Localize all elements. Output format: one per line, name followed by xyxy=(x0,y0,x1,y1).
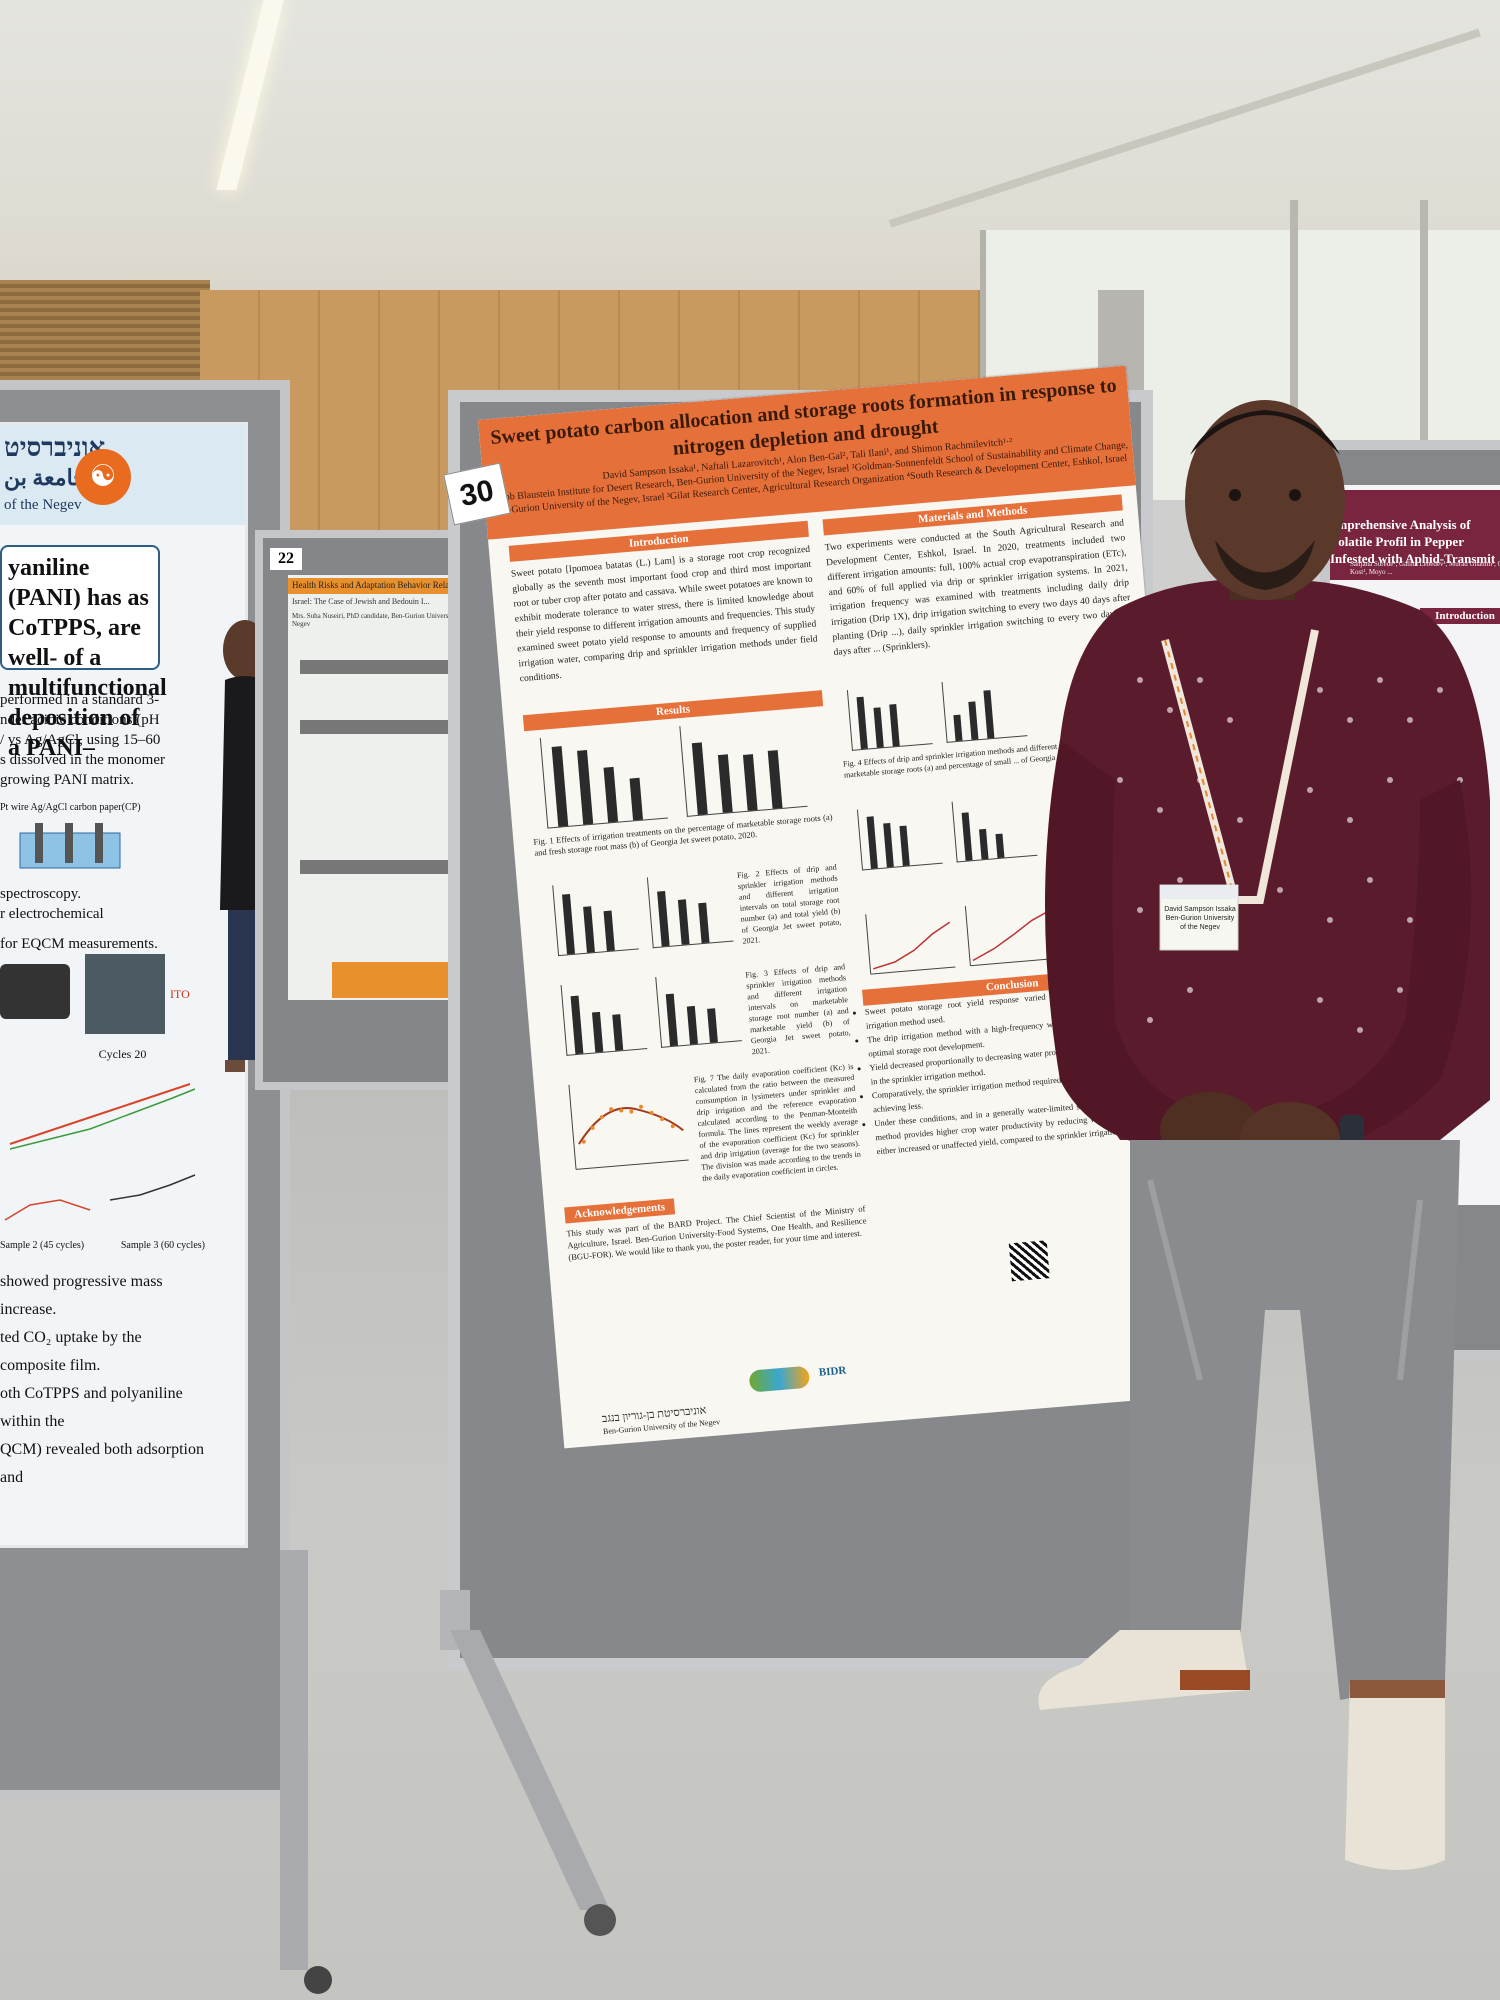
fig3-caption: Fig. 3 Effects of drip and sprinkler irr… xyxy=(745,962,851,1057)
left-conclusion-line: oth CoTPPS and polyaniline within the xyxy=(0,1385,183,1430)
fig4a-bar xyxy=(856,696,868,750)
intro-text: Sweet potato [Ipomoea batatas (L.) Lam] … xyxy=(510,544,818,685)
left-conclusion-line: QCM) revealed both adsorption and xyxy=(0,1441,204,1486)
right-poster-intro: Introduction xyxy=(1420,608,1500,624)
fig2a-bar xyxy=(583,906,595,953)
left-line: performed in a standard 3- xyxy=(0,692,160,708)
window-pillar xyxy=(1420,200,1428,480)
fig4b-bar xyxy=(983,690,995,739)
fig1b-bar xyxy=(717,754,733,813)
window-pillar xyxy=(1290,200,1298,480)
watch-icon xyxy=(1340,1115,1364,1145)
poster-number-22: 22 xyxy=(270,548,302,570)
fig5b-bar xyxy=(979,828,989,860)
left-line: for EQCM measurements. xyxy=(0,936,158,952)
fig4b-bar xyxy=(968,701,979,740)
poster-22-section xyxy=(300,720,450,734)
fig3b-bar xyxy=(686,1005,698,1045)
poster-22-section xyxy=(300,660,450,674)
badge-name: David Sampson Issaka xyxy=(1164,906,1236,913)
fig2b-bar xyxy=(698,902,710,944)
fig3b-chart xyxy=(655,970,742,1048)
left-line: r electrochemical xyxy=(0,906,104,922)
fig4a-bar xyxy=(889,703,900,747)
bidr-logo: BIDR xyxy=(818,1364,847,1379)
fig3a-bar xyxy=(612,1014,624,1051)
poster-22-title: Health Risks and Adaptation Behavior Rel… xyxy=(292,580,501,590)
left-poster-negev: of the Negev xyxy=(4,497,82,513)
main-poster: Sweet potato carbon allocation and stora… xyxy=(478,365,1213,1449)
fig1a-bar xyxy=(577,750,594,825)
left-poster-abstract-box: yaniline (PANI) has as CoTPPS, are well-… xyxy=(0,545,167,761)
fig1a-chart xyxy=(539,727,669,829)
fig6-line-charts xyxy=(865,905,1061,975)
fig1b-bar xyxy=(767,750,783,809)
fig2a-chart xyxy=(552,878,639,957)
fig7-scatter xyxy=(568,1084,689,1170)
fig7-caption: Fig. 7 The daily evaporation coefficient… xyxy=(693,1061,862,1183)
cycles-label: Cycles 20 xyxy=(98,1047,147,1061)
eqcm-plots xyxy=(4,1174,196,1221)
fig4b-chart xyxy=(941,675,1028,743)
fig1b-bar xyxy=(742,754,758,811)
fig2b-bar xyxy=(677,899,690,945)
fig4a-bar xyxy=(873,707,884,748)
sample-photo-1 xyxy=(0,964,70,1019)
badge-org: Ben-Gurion University of the Negev xyxy=(1165,915,1235,931)
fig2a-bar xyxy=(562,893,576,955)
fig5a-chart xyxy=(856,802,943,871)
poster-22-author: Mrs. Suha Nuseiri, PhD candidate, Ben-Gu… xyxy=(292,612,474,628)
left-poster-arabic: جامعة بن xyxy=(4,465,87,490)
fig2b-bar xyxy=(657,890,670,947)
right-poster-header xyxy=(1330,490,1500,580)
right-poster-title: omprehensive Analysis of Volatile Profil… xyxy=(1330,517,1496,566)
fig2b-chart xyxy=(646,870,734,949)
main-board-legs xyxy=(440,1590,616,1936)
fig3b-bar xyxy=(665,993,679,1047)
fig1b-bar xyxy=(691,742,708,815)
fig1a-bar xyxy=(603,766,619,823)
poster-22-section xyxy=(300,860,450,874)
fig1b-chart xyxy=(679,716,808,817)
name-badge: David Sampson Issaka Ben-Gurion Universi… xyxy=(1162,905,1238,932)
right-poster-authors: Sanjana Surede¹, Galina Lebedev¹, Murad … xyxy=(1350,560,1500,576)
poster-22-header xyxy=(288,578,483,594)
fig3a-bar xyxy=(591,1011,604,1053)
left-apparatus-label: Pt wire Ag/AgCl carbon paper(CP) xyxy=(0,802,141,813)
fig3a-chart xyxy=(560,978,648,1056)
university-logo-icon: ☯ xyxy=(75,449,131,505)
left-line: / vs Ag/AgCl, using 15–60 xyxy=(0,732,161,748)
sample3-label: Sample 3 (60 cycles) xyxy=(120,1240,205,1251)
partner-logo xyxy=(748,1365,811,1393)
fig5b-bar xyxy=(995,833,1005,859)
left-line: spectroscopy. xyxy=(0,886,82,902)
poster-22-subtitle: Israel: The Case of Jewish and Bedouin I… xyxy=(292,597,430,606)
electrochemical-cell-diagram xyxy=(19,823,121,869)
presenter-person xyxy=(1038,400,1490,1870)
fig3a-bar xyxy=(570,995,584,1055)
left-line: nder acidic conditions (pH xyxy=(0,712,160,728)
fig2a-bar xyxy=(603,910,615,952)
fig5a-bar xyxy=(866,816,878,869)
left-line: growing PANI matrix. xyxy=(0,772,135,788)
sample2-label: Sample 2 (45 cycles) xyxy=(0,1240,85,1251)
left-poster-body: performed in a standard 3- nder acidic c… xyxy=(0,690,205,1492)
fig3b-bar xyxy=(707,1008,718,1043)
fig1a-bar xyxy=(551,746,569,827)
left-conclusion-line: showed progressive mass increase. xyxy=(0,1273,163,1318)
fig4b-bar xyxy=(953,714,963,742)
fig5a-bar xyxy=(899,825,910,867)
fig1a-bar xyxy=(629,777,644,821)
left-line: s dissolved in the monomer xyxy=(0,752,165,768)
left-conclusion-line: ted CO₂ uptake by the composite film. xyxy=(0,1329,142,1374)
fig5a-bar xyxy=(883,822,894,868)
left-board-legs xyxy=(280,1550,332,1994)
cv-plot xyxy=(9,1083,196,1150)
fig2-caption: Fig. 2 Effects of drip and sprinkler irr… xyxy=(736,862,842,946)
sample-photo-2 xyxy=(85,954,165,1034)
ito-label: ITO xyxy=(170,987,190,1001)
fig4a-chart xyxy=(846,683,933,751)
left-poster: אוניברסיט جامعة بن of the Negev ☯ yanili… xyxy=(0,425,245,1545)
fig5b-bar xyxy=(961,812,973,861)
